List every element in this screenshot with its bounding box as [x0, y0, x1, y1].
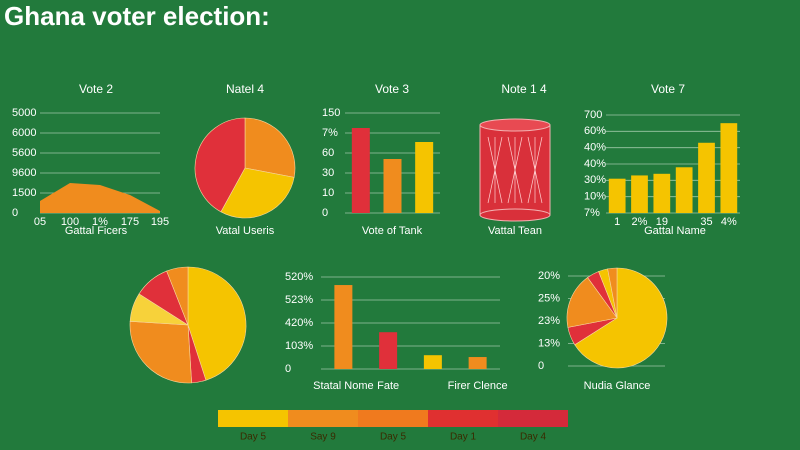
- x-tick-label: 19: [656, 216, 668, 228]
- x-tick-label: 4%: [721, 216, 737, 228]
- drum-pattern: [487, 136, 503, 204]
- legend-swatch: [218, 410, 288, 427]
- x-tick-label: Firer Clence: [448, 380, 508, 392]
- area: [40, 183, 160, 213]
- x-tick-label: Fate: [377, 380, 399, 392]
- x-tick-label: 195: [151, 216, 169, 228]
- y-tick-label: 523%: [285, 294, 313, 306]
- y-tick-label: 40%: [584, 142, 606, 154]
- y-tick-label: 520%: [285, 271, 313, 283]
- y-tick-label: 13%: [538, 337, 560, 349]
- x-axis-label: Gattal Name: [644, 225, 706, 237]
- bar: [720, 123, 738, 213]
- drum-top: [479, 118, 551, 132]
- y-tick-label: 700: [584, 109, 602, 121]
- y-tick-label: 5000: [12, 107, 36, 119]
- x-tick-label: 1%: [92, 216, 108, 228]
- y-tick-label: 0: [12, 207, 18, 219]
- pie-slice: [566, 277, 618, 328]
- x-tick-label: Statal Nome: [313, 380, 374, 392]
- chart-title: Note 1 4: [501, 82, 547, 96]
- pie-slice: [220, 167, 295, 219]
- drum-pattern: [507, 136, 523, 204]
- bar: [468, 357, 487, 369]
- y-tick-label: 20%: [538, 270, 560, 282]
- y-tick-label: 420%: [285, 317, 313, 329]
- x-axis-label: Vattal Tean: [488, 225, 542, 237]
- bar: [383, 159, 402, 213]
- x-axis-label: Gattal Ficers: [65, 225, 128, 237]
- bar: [631, 175, 648, 213]
- x-axis-label: Vote of Tank: [362, 225, 423, 237]
- pie-slice: [244, 117, 296, 178]
- pie-slice: [166, 266, 189, 326]
- y-tick-label: 0: [322, 207, 328, 219]
- bar: [423, 355, 442, 369]
- chart-title: Vote 3: [375, 82, 409, 96]
- y-tick-label: 25%: [538, 292, 560, 304]
- legend-label: Day 5: [380, 432, 407, 443]
- pie-slice: [194, 117, 246, 213]
- y-tick-label: 9600: [12, 167, 36, 179]
- legend-swatch: [358, 410, 428, 427]
- bar: [653, 173, 671, 213]
- y-tick-label: 7%: [584, 207, 600, 219]
- legend-swatch: [428, 410, 498, 427]
- page-title: Ghana voter election:: [4, 1, 270, 31]
- legend-label: Day 4: [520, 432, 547, 443]
- y-tick-label: 6000: [12, 127, 36, 139]
- legend-label: Say 9: [310, 432, 336, 443]
- y-tick-label: 23%: [538, 315, 560, 327]
- x-tick-label: 1: [614, 216, 620, 228]
- bar: [675, 167, 693, 213]
- bar: [415, 142, 434, 213]
- y-tick-label: 5600: [12, 147, 36, 159]
- y-tick-label: 30%: [584, 174, 606, 186]
- y-tick-label: 60%: [584, 125, 606, 137]
- drum-bottom: [479, 208, 551, 222]
- drum-pattern: [527, 136, 543, 204]
- y-tick-label: 10%: [584, 191, 606, 203]
- pie-slice: [187, 266, 247, 381]
- bar: [379, 332, 398, 369]
- x-tick-label: 175: [121, 216, 139, 228]
- x-tick-label: 35: [700, 216, 712, 228]
- x-tick-label: 05: [34, 216, 46, 228]
- legend-label: Day 1: [450, 432, 477, 443]
- y-tick-label: 30: [322, 167, 334, 179]
- bar: [351, 128, 370, 213]
- bar: [608, 178, 626, 213]
- legend-label: Day 5: [240, 432, 267, 443]
- y-tick-label: 150: [322, 107, 340, 119]
- chart-title: Vote 2: [79, 82, 113, 96]
- chart-title: Vote 7: [651, 82, 685, 96]
- pie-slice: [574, 267, 668, 369]
- bar: [334, 285, 353, 369]
- y-tick-label: 10: [322, 187, 334, 199]
- y-tick-label: 60: [322, 147, 334, 159]
- y-tick-label: 40%: [584, 158, 606, 170]
- pie-slice: [607, 267, 618, 319]
- x-tick-label: 100: [61, 216, 79, 228]
- pie-slice: [129, 321, 192, 384]
- x-tick-label: 2%: [632, 216, 648, 228]
- y-tick-label: 1500: [12, 187, 36, 199]
- x-axis-label: Nudia Glance: [584, 380, 651, 392]
- chart-title: Natel 4: [226, 82, 264, 96]
- legend-swatch: [498, 410, 568, 427]
- legend-swatch: [288, 410, 358, 427]
- y-tick-label: 0: [538, 360, 544, 372]
- x-axis-label: Vatal Useris: [216, 225, 275, 237]
- y-tick-label: 103%: [285, 340, 313, 352]
- bar: [698, 142, 715, 213]
- y-tick-label: 0: [285, 363, 291, 375]
- y-tick-label: 7%: [322, 127, 338, 139]
